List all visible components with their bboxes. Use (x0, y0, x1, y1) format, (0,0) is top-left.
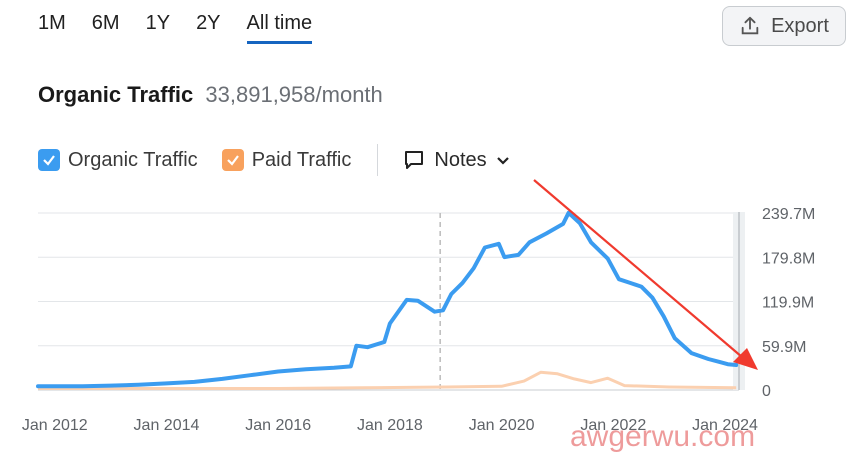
x-tick-label: Jan 2016 (245, 417, 311, 434)
tab-2y[interactable]: 2Y (196, 12, 221, 34)
y-tick-label: 179.8M (762, 250, 815, 267)
comment-icon (405, 151, 424, 169)
chevron-down-icon (496, 157, 509, 165)
metric-label: Organic Traffic (38, 82, 194, 107)
legend-organic-toggle[interactable]: Organic Traffic (38, 149, 198, 172)
date-range-tabs: 1M 6M 1Y 2Y All time (38, 12, 313, 44)
legend-divider (377, 144, 379, 176)
export-label: Export (771, 14, 829, 37)
y-tick-label: 119.9M (762, 295, 814, 312)
metric-value: 33,891,958/month (205, 82, 383, 107)
y-tick-label: 239.7M (762, 206, 815, 223)
export-button[interactable]: Export (722, 6, 846, 46)
decline-arrow-line (533, 179, 743, 358)
legend-paid-toggle[interactable]: Paid Traffic (221, 148, 352, 172)
tab-all-time[interactable]: All time (246, 12, 313, 44)
tab-1m[interactable]: 1M (38, 12, 66, 34)
legend: Organic Traffic Paid Traffic Notes (38, 144, 511, 176)
decline-arrow-head (733, 348, 758, 370)
x-tick-label: Jan 2012 (22, 417, 88, 434)
tab-1y[interactable]: 1Y (145, 12, 171, 34)
metric-title: Organic Traffic 33,891,958/month (38, 82, 383, 108)
notes-dropdown[interactable]: Notes (402, 148, 510, 172)
paid-traffic-line (38, 370, 737, 390)
checkbox-checked-icon[interactable] (38, 149, 60, 171)
x-tick-label: Jan 2018 (357, 417, 423, 434)
x-tick-label: Jan 2022 (580, 417, 646, 434)
x-tick-label: Jan 2020 (469, 417, 535, 434)
tab-6m[interactable]: 6M (91, 12, 120, 34)
legend-paid-label: Paid Traffic (251, 148, 352, 171)
x-tick-label: Jan 2024 (692, 417, 758, 434)
upload-icon (741, 16, 759, 35)
watermark-text: awgerwu.com (570, 420, 755, 453)
y-tick-label: 59.9M (762, 339, 806, 356)
legend-organic-label: Organic Traffic (68, 148, 198, 171)
x-tick-label: Jan 2014 (134, 417, 200, 434)
checkbox-checked-icon[interactable] (221, 149, 244, 171)
notes-label: Notes (434, 148, 487, 171)
organic-traffic-line (36, 210, 739, 389)
y-tick-label: 0 (762, 383, 771, 400)
